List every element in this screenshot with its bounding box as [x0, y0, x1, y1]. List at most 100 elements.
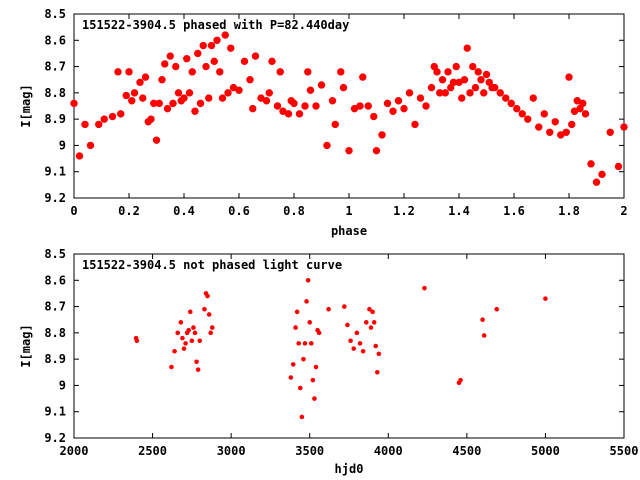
data-point	[389, 107, 397, 115]
data-point	[529, 94, 537, 102]
data-point	[306, 86, 315, 94]
data-point	[224, 89, 232, 97]
data-point	[125, 68, 133, 76]
data-point	[95, 120, 103, 129]
data-point	[191, 325, 196, 330]
data-point	[565, 73, 573, 81]
y-tick-label: 8.9	[44, 112, 66, 126]
data-point	[480, 89, 488, 97]
data-point	[345, 322, 350, 328]
y-tick-label: 9.1	[44, 165, 66, 179]
x-tick-label: 3000	[217, 444, 246, 458]
data-point	[359, 73, 367, 81]
data-point	[307, 320, 313, 325]
data-point	[163, 104, 172, 113]
data-point	[551, 118, 559, 126]
data-point	[181, 346, 187, 351]
data-point	[328, 97, 337, 105]
y-tick-label: 8.6	[44, 273, 66, 287]
data-point	[297, 385, 303, 391]
data-point	[482, 70, 491, 79]
data-point	[155, 99, 163, 108]
data-point	[614, 162, 623, 171]
x-tick-label: 3500	[295, 444, 324, 458]
data-point	[351, 346, 357, 351]
x-tick-label: 0	[70, 204, 77, 218]
data-point	[174, 89, 183, 97]
data-point	[474, 68, 482, 76]
data-point	[339, 83, 348, 92]
data-point	[370, 309, 375, 315]
data-point	[194, 49, 202, 58]
data-point	[367, 306, 372, 312]
data-point	[317, 81, 326, 89]
data-point	[371, 320, 377, 325]
data-point	[354, 330, 360, 336]
data-point	[189, 338, 195, 344]
data-point	[502, 94, 510, 102]
data-point	[86, 141, 95, 150]
data-point	[376, 351, 382, 357]
data-point	[305, 277, 311, 283]
data-point	[130, 89, 139, 97]
data-point	[191, 107, 199, 115]
data-point	[469, 62, 477, 71]
data-point	[513, 104, 521, 113]
data-point	[606, 128, 614, 136]
data-point	[296, 341, 302, 346]
tick-group: 0 0.2 0.4 0.6 0.8 1 1.2 1.4 1.6 1.8 2 8.5 8.6 8.7 8.8 8…	[44, 7, 627, 218]
data-point	[192, 330, 198, 336]
x-tick-label: 0.4	[173, 204, 195, 218]
data-point	[348, 338, 353, 344]
data-point	[169, 99, 177, 108]
y-tick-label: 8.7	[44, 300, 66, 314]
data-point	[579, 99, 587, 108]
data-point	[422, 285, 427, 291]
data-point	[172, 62, 180, 71]
data-point	[180, 94, 188, 102]
data-point	[341, 304, 347, 309]
data-point	[620, 123, 628, 131]
data-point	[304, 68, 312, 76]
y-tick-label: 8.7	[44, 60, 66, 74]
data-point	[312, 396, 317, 401]
data-point	[466, 89, 474, 97]
data-point	[209, 325, 215, 330]
data-point	[581, 110, 590, 118]
data-point	[205, 94, 213, 102]
data-point	[202, 306, 207, 312]
data-point	[221, 31, 229, 39]
data-point	[360, 348, 366, 354]
data-point	[206, 312, 212, 317]
y-tick-label: 8.6	[44, 33, 66, 47]
y-tick-label: 8.5	[44, 247, 66, 261]
data-point	[100, 115, 108, 123]
data-point	[136, 78, 144, 87]
data-point	[543, 296, 548, 301]
data-point	[326, 306, 331, 312]
plot-frame	[73, 13, 625, 199]
data-point	[491, 83, 499, 92]
data-point	[147, 115, 155, 123]
data-point	[463, 44, 471, 52]
data-point	[122, 91, 130, 100]
data-point	[180, 335, 185, 341]
y-tick-label: 8.5	[44, 7, 66, 21]
data-point	[293, 325, 298, 330]
x-tick-label: 1	[345, 204, 352, 218]
data-point	[139, 94, 147, 102]
data-point	[422, 102, 430, 110]
y-tick-label: 9.1	[44, 405, 66, 419]
data-point	[216, 68, 224, 76]
x-tick-label: 4500	[452, 444, 481, 458]
data-point	[284, 110, 293, 118]
data-point	[416, 94, 425, 102]
data-point	[114, 68, 122, 76]
data-point	[117, 110, 125, 118]
data-point	[197, 338, 203, 344]
y-tick-label: 9.2	[44, 431, 66, 445]
x-tick-label: 0.6	[228, 204, 250, 218]
data-point	[598, 170, 606, 179]
data-point	[458, 377, 463, 383]
